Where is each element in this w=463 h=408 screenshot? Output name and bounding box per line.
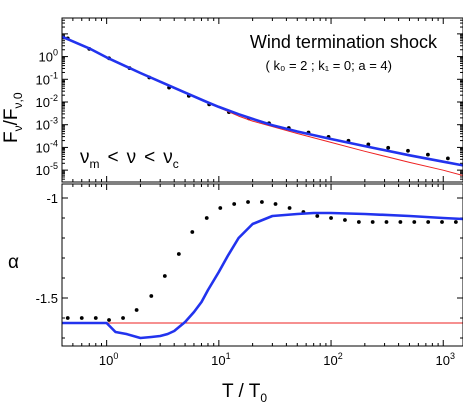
bottom-data-point bbox=[65, 316, 70, 320]
bottom-data-point bbox=[190, 230, 195, 234]
top-data-point bbox=[445, 156, 450, 161]
x-axis-label: T / T0 bbox=[222, 381, 267, 405]
bottom-data-point bbox=[370, 220, 375, 224]
top-data-point bbox=[426, 152, 430, 157]
bottom-data-point bbox=[287, 206, 292, 210]
bottom-data-point bbox=[93, 316, 98, 320]
top-data-point bbox=[386, 145, 391, 150]
bottom-data-point bbox=[426, 220, 431, 224]
bottom-data-point bbox=[273, 202, 278, 206]
bottom-data-point bbox=[176, 252, 181, 256]
bottom-data-point bbox=[162, 274, 167, 278]
bottom-data-point bbox=[121, 316, 125, 320]
x-tick-label: 101 bbox=[211, 351, 230, 368]
top-plot-frame bbox=[61, 17, 463, 183]
top-y-axis-label: Fν/Fν,0 bbox=[1, 92, 25, 143]
top-panel: 100 10-1 10-2 10-3 10-4 10-5 Wind termination… bbox=[1, 17, 463, 183]
bottom-data-point bbox=[315, 214, 320, 218]
top-y-tick-label: 10-5 bbox=[36, 161, 58, 178]
top-subtitle: ( k₀ = 2 ; k₁ = 0; a = 4) bbox=[266, 58, 392, 73]
top-data-point bbox=[406, 148, 410, 153]
x-tick-label: 100 bbox=[99, 351, 118, 368]
top-title: Wind termination shock bbox=[250, 32, 438, 52]
bottom-y-axis-label: α bbox=[8, 252, 19, 273]
top-blue-curve bbox=[62, 35, 463, 167]
bottom-data-point bbox=[329, 216, 333, 220]
top-y-tick-label: 10-4 bbox=[36, 138, 58, 155]
bottom-data-point bbox=[398, 220, 403, 224]
bottom-y-tick-label: -1.5 bbox=[36, 291, 58, 306]
bottom-data-point bbox=[246, 200, 250, 204]
top-y-tick-label: 100 bbox=[39, 48, 58, 65]
bottom-data-point bbox=[232, 202, 237, 206]
bottom-data-point bbox=[79, 316, 84, 320]
bottom-data-point bbox=[218, 206, 223, 210]
bottom-data-point bbox=[149, 294, 154, 298]
bottom-data-point bbox=[204, 216, 209, 220]
x-tick-label: 103 bbox=[436, 351, 455, 368]
bottom-panel: -1 -1.5 100 101 102 103 α T / T0 bbox=[8, 183, 463, 405]
bottom-data-point bbox=[134, 308, 139, 312]
bottom-data-point bbox=[440, 220, 444, 224]
regime-annotation: νm < ν < νc bbox=[80, 147, 179, 171]
bottom-data-point bbox=[356, 220, 361, 224]
top-y-tick-label: 10-1 bbox=[36, 70, 58, 87]
bottom-data-point bbox=[107, 318, 111, 322]
x-tick-label: 102 bbox=[323, 351, 342, 368]
bottom-data-point bbox=[384, 220, 389, 224]
bottom-y-tick-label: -1 bbox=[46, 191, 58, 206]
bottom-blue-curve bbox=[62, 211, 463, 340]
bottom-data-point bbox=[412, 220, 417, 224]
top-y-tick-label: 10-2 bbox=[36, 93, 58, 110]
top-y-tick-label: 10-3 bbox=[36, 116, 58, 133]
bottom-data-point bbox=[453, 220, 458, 224]
bottom-data-point bbox=[260, 200, 264, 204]
bottom-data-point bbox=[343, 218, 347, 222]
bottom-plot-frame bbox=[61, 183, 463, 347]
